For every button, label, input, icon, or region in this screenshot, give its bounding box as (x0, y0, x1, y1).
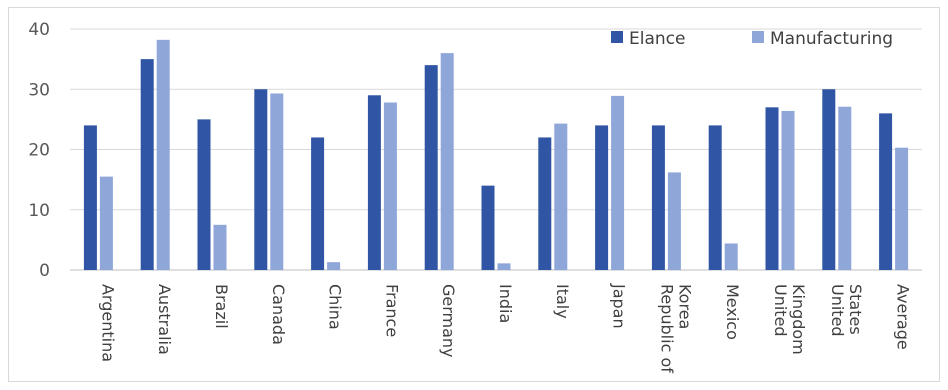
category-label: Italy (553, 284, 572, 319)
bar-elance (83, 125, 97, 271)
bar-elance (424, 65, 438, 271)
bar-manufacturing (156, 39, 170, 270)
y-tick-label: 30 (28, 80, 50, 100)
category-label: Korea (675, 284, 694, 329)
bar-manufacturing (724, 243, 738, 270)
bar-elance (595, 125, 609, 271)
y-tick-label: 40 (28, 20, 50, 40)
bar-manufacturing (667, 172, 681, 270)
category-label: United (771, 284, 790, 337)
bar-elance (765, 107, 779, 270)
bar-elance (367, 95, 381, 271)
legend-swatch-elance (611, 31, 623, 43)
bar-elance (254, 89, 268, 270)
category-label: Kingdom (789, 284, 808, 355)
bar-elance (651, 125, 665, 271)
bar-manufacturing (327, 262, 341, 270)
bar-manufacturing (99, 176, 113, 270)
y-tick-label: 0 (39, 261, 50, 281)
category-label: Republic of (657, 284, 676, 373)
category-label: States (846, 284, 865, 335)
bar-elance (140, 59, 154, 270)
legend-label-manufacturing: Manufacturing (770, 29, 893, 49)
category-label: Brazil (212, 284, 231, 329)
bar-elance (879, 113, 893, 270)
legend-swatch-manufacturing (752, 31, 764, 43)
y-tick-label: 20 (28, 141, 50, 161)
bar-manufacturing (611, 95, 625, 270)
category-label: France (382, 284, 401, 337)
y-tick-label: 10 (28, 201, 50, 221)
bar-manufacturing (554, 123, 568, 270)
bar-manufacturing (781, 110, 795, 270)
category-label: United (828, 284, 847, 337)
legend-label-elance: Elance (629, 29, 685, 49)
bar-manufacturing (497, 263, 511, 270)
bar-elance (481, 185, 495, 270)
category-label: Argentina (98, 284, 117, 362)
bar-manufacturing (838, 106, 852, 270)
category-label: China (326, 284, 345, 330)
bar-manufacturing (383, 102, 397, 270)
category-label: Mexico (723, 284, 742, 340)
category-label: Germany (439, 284, 458, 358)
category-label: Average (894, 284, 913, 350)
category-label: Australia (155, 284, 174, 355)
category-label: Canada (269, 284, 288, 345)
bar-elance (197, 119, 211, 270)
bar-manufacturing (270, 93, 284, 270)
category-label: Japan (610, 283, 629, 329)
bar-elance (822, 89, 836, 270)
bar-elance (708, 125, 722, 271)
bar-elance (538, 137, 552, 270)
bar-manufacturing (895, 147, 909, 270)
bar-manufacturing (213, 224, 227, 270)
bar-elance (311, 137, 325, 270)
category-label: India (496, 284, 515, 323)
bar-manufacturing (440, 53, 454, 270)
